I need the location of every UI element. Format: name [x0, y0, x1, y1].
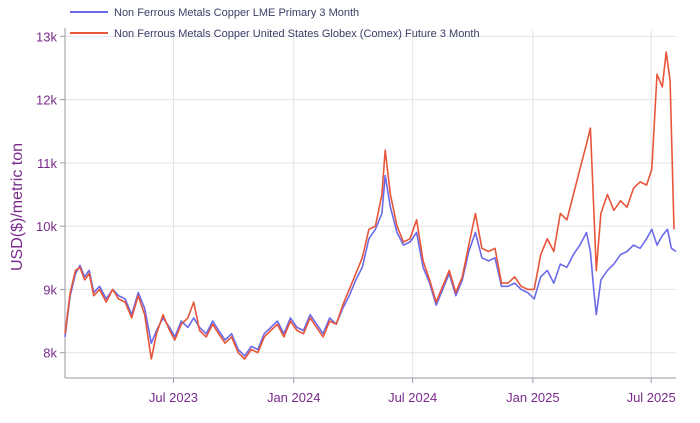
y-tick-labels: 8k 9k 10k 11k 12k 13k	[36, 29, 65, 361]
axes	[64, 28, 676, 379]
series-layer	[64, 51, 677, 360]
x-tick-labels: Jul 2023 Jan 2024 Jul 2024 Jan 2025 Jul 2025	[149, 378, 676, 405]
y-axis-title: USD($)/metric ton	[9, 143, 26, 271]
y-tick-label: 8k	[43, 346, 57, 361]
y-tick-label: 9k	[43, 282, 57, 297]
y-tick-label: 13k	[36, 29, 57, 44]
legend-label-comex: Non Ferrous Metals Copper United States …	[114, 28, 480, 40]
legend-label-lme: Non Ferrous Metals Copper LME Primary 3 …	[114, 7, 359, 19]
x-gridlines	[172, 30, 652, 378]
x-tick-label: Jul 2023	[149, 390, 198, 405]
y-tick-label: 12k	[36, 93, 57, 108]
y-gridlines	[65, 35, 676, 354]
x-tick-label: Jan 2025	[506, 390, 560, 405]
legend: Non Ferrous Metals Copper LME Primary 3 …	[70, 7, 480, 40]
x-tick-label: Jul 2025	[627, 390, 676, 405]
y-tick-label: 11k	[37, 156, 57, 171]
x-tick-label: Jan 2024	[267, 390, 321, 405]
y-tick-label: 10k	[36, 219, 57, 234]
x-tick-label: Jul 2024	[388, 390, 437, 405]
series-line-comex	[64, 51, 675, 360]
